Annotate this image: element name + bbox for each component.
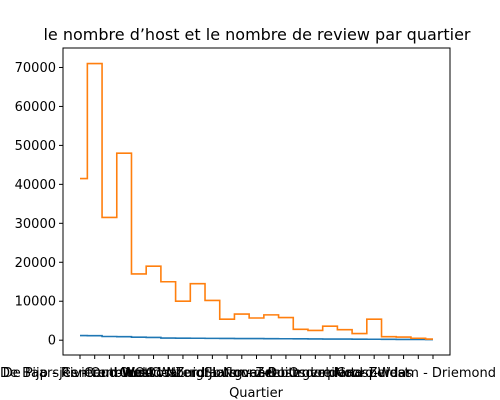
y-tick-label: 60000 xyxy=(15,100,56,115)
x-tick-label: Oud-Noord xyxy=(135,366,205,381)
plot-frame xyxy=(62,47,451,356)
y-tick-label: 20000 xyxy=(15,256,56,271)
chart-title: le nombre d’host et le nombre de review … xyxy=(43,25,470,44)
y-tick-label: 10000 xyxy=(15,295,56,310)
x-tick-label: Noord-Oost xyxy=(223,366,297,381)
x-tick-label: Centrum-Oost xyxy=(84,366,176,381)
plot-area xyxy=(80,62,433,341)
x-tick-label: De Pijp - Rivierenbuurt xyxy=(3,366,150,381)
x-tick-label: Buitenveldert - Zuidas xyxy=(268,366,413,381)
x-tick-label: Watergraafsmeer xyxy=(157,366,271,381)
x-tick-label: De Baarsjes - Oud-West xyxy=(0,366,153,381)
x-tick-label: Centrum-West xyxy=(62,366,155,381)
x-tick-label: Oud-Oost xyxy=(119,366,181,381)
x-tick-label: IJburg - Zeeburgereiland xyxy=(205,366,363,381)
y-tick-label: 40000 xyxy=(15,178,56,193)
x-axis-label: Quartier xyxy=(229,386,283,400)
y-tick-label: 70000 xyxy=(15,61,56,76)
x-tick-label: Gaasperdam - Driemond xyxy=(336,366,496,381)
series-line-1 xyxy=(80,62,433,340)
x-tick-label: Noord-West xyxy=(334,366,409,381)
x-tick-label: Zuid xyxy=(175,366,204,381)
y-tick-label: 30000 xyxy=(15,217,56,232)
y-axis: 0 10000 20000 30000 40000 50000 60000 70000 xyxy=(15,61,63,349)
x-tick-label: Slotervaart xyxy=(204,366,276,381)
y-tick-label: 50000 xyxy=(15,139,56,154)
x-tick-label: Osdorp xyxy=(289,366,336,381)
y-tick-label: 0 xyxy=(48,334,56,349)
series-line-0 xyxy=(80,334,433,341)
